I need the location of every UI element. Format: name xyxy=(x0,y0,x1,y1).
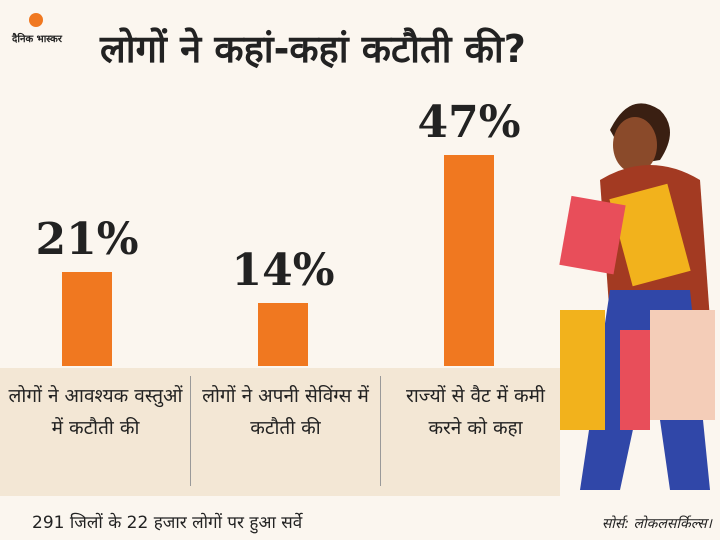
illustration xyxy=(559,103,715,490)
category-label: राज्यों से वैट में कमी करने को कहा xyxy=(406,385,545,439)
value-label: 21% xyxy=(35,213,139,265)
value-label: 47% xyxy=(417,96,521,148)
category-label: लोगों ने अपनी सेविंग्स में कटौती की xyxy=(202,385,369,439)
category-band xyxy=(0,368,560,496)
separator xyxy=(380,376,381,486)
chart-title: लोगों ने कहां-कहां कटौती की? xyxy=(100,27,526,71)
bar xyxy=(444,154,494,366)
bar xyxy=(62,271,112,366)
bar xyxy=(258,303,308,366)
source: सोर्स: लोकलसर्किल्स। xyxy=(601,516,712,532)
footnote: 291 जिलों के 22 हजार लोगों पर हुआ सर्वे xyxy=(32,513,303,533)
separator xyxy=(190,376,191,486)
logo: दैनिक भास्कर xyxy=(12,34,62,45)
logo-dot xyxy=(29,13,43,27)
category-label: लोगों ने आवश्यक वस्तुओं में कटौती की xyxy=(8,385,183,439)
value-label: 14% xyxy=(231,245,335,296)
